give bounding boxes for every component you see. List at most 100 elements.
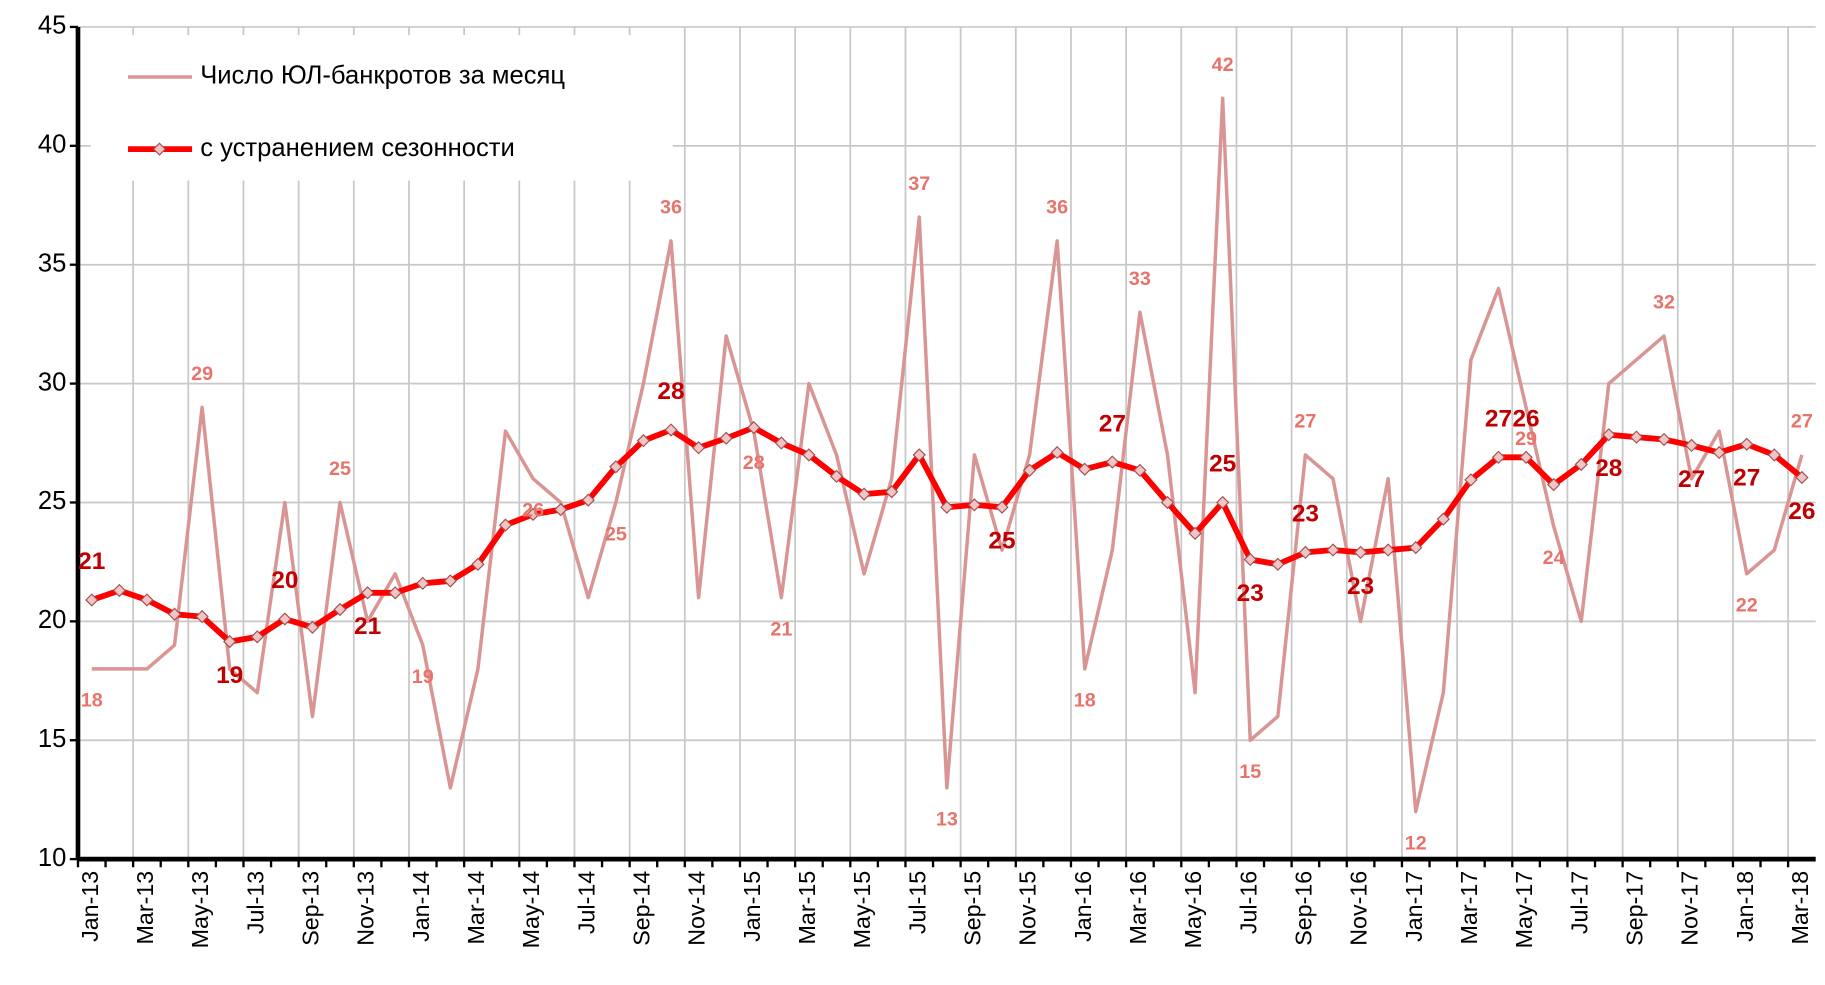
marker bbox=[885, 485, 899, 499]
raw-data-label: 25 bbox=[605, 523, 627, 545]
marker bbox=[1491, 450, 1506, 464]
marker bbox=[498, 518, 513, 532]
marker bbox=[443, 574, 457, 588]
marker bbox=[195, 609, 209, 624]
marker bbox=[995, 500, 1009, 514]
raw-data-label: 27 bbox=[1294, 411, 1316, 433]
x-tick-label: Jan-17 bbox=[1401, 871, 1427, 942]
marker bbox=[1547, 478, 1561, 492]
x-tick-label: May-17 bbox=[1511, 871, 1537, 949]
raw-data-label: 15 bbox=[1239, 761, 1261, 783]
marker bbox=[747, 420, 761, 435]
marker bbox=[1740, 437, 1754, 451]
x-tick-label: Mar-15 bbox=[794, 871, 820, 945]
x-tick-label: Nov-16 bbox=[1346, 871, 1372, 946]
sa-data-label: 27 bbox=[1678, 466, 1705, 493]
marker bbox=[940, 500, 954, 514]
raw-data-label: 18 bbox=[81, 690, 103, 712]
marker bbox=[774, 436, 788, 450]
x-tick-label: Sep-15 bbox=[960, 871, 986, 946]
x-tick-label: Sep-14 bbox=[629, 871, 655, 946]
raw-data-label: 28 bbox=[743, 452, 765, 474]
sa-data-label: 21 bbox=[78, 548, 105, 575]
y-tick-label: 15 bbox=[38, 725, 66, 753]
x-tick-label: May-13 bbox=[187, 871, 213, 949]
raw-data-label: 25 bbox=[329, 458, 351, 480]
raw-data-label: 36 bbox=[660, 197, 682, 219]
x-tick-label: May-15 bbox=[849, 871, 875, 949]
marker bbox=[1216, 495, 1230, 510]
raw-data-label: 32 bbox=[1653, 292, 1675, 314]
marker bbox=[802, 448, 816, 462]
legend-box bbox=[90, 35, 673, 181]
marker bbox=[388, 586, 402, 600]
marker bbox=[1602, 428, 1616, 442]
marker bbox=[85, 593, 99, 607]
marker bbox=[1022, 463, 1037, 478]
marker bbox=[664, 423, 678, 437]
marker bbox=[360, 586, 375, 600]
marker bbox=[1574, 457, 1588, 472]
raw-data-label: 33 bbox=[1129, 268, 1151, 290]
marker bbox=[581, 493, 595, 507]
x-tick-label: Jan-15 bbox=[739, 871, 765, 942]
legend-marker bbox=[152, 142, 167, 156]
marker bbox=[223, 634, 237, 649]
x-tick-label: Mar-17 bbox=[1456, 871, 1482, 945]
raw-data-label: 29 bbox=[191, 363, 213, 385]
marker bbox=[857, 487, 871, 501]
marker bbox=[554, 502, 568, 517]
raw-data-label: 29 bbox=[1515, 428, 1537, 450]
marker bbox=[112, 583, 126, 598]
sa-data-label: 25 bbox=[988, 528, 1015, 555]
sa-data-label: 23 bbox=[1347, 573, 1374, 600]
y-tick-label: 35 bbox=[38, 249, 66, 277]
marker bbox=[250, 630, 264, 644]
sa-data-label: 25 bbox=[1209, 451, 1236, 478]
marker bbox=[829, 469, 844, 483]
x-tick-label: Jan-18 bbox=[1732, 871, 1758, 942]
sa-data-label: 27 bbox=[1099, 410, 1126, 437]
marker bbox=[1795, 470, 1809, 485]
raw-data-label: 42 bbox=[1212, 54, 1234, 76]
sa-data-label: 28 bbox=[1595, 455, 1622, 482]
sa-data-label: 27 bbox=[1733, 465, 1760, 492]
sa-data-label: 21 bbox=[354, 613, 381, 640]
raw-line bbox=[91, 96, 1804, 814]
marker bbox=[1767, 448, 1781, 462]
x-tick-label: Jan-13 bbox=[77, 871, 103, 942]
marker bbox=[609, 460, 623, 474]
marker bbox=[1133, 463, 1147, 478]
marker bbox=[1188, 526, 1202, 541]
x-tick-label: Nov-17 bbox=[1677, 871, 1703, 946]
x-tick-label: May-16 bbox=[1180, 871, 1206, 949]
x-tick-label: Jan-16 bbox=[1070, 871, 1096, 942]
x-tick-label: Jan-14 bbox=[408, 871, 434, 942]
raw-data-label: 13 bbox=[936, 809, 958, 831]
marker bbox=[912, 448, 926, 462]
x-tick-label: Mar-18 bbox=[1787, 871, 1813, 945]
marker bbox=[1326, 543, 1340, 557]
raw-data-label: 22 bbox=[1736, 595, 1758, 617]
sa-data-label: 26 bbox=[1788, 498, 1815, 525]
marker bbox=[1298, 545, 1313, 560]
x-tick-label: Nov-15 bbox=[1015, 871, 1041, 946]
sa-data-label: 28 bbox=[657, 378, 684, 405]
y-tick-label: 25 bbox=[38, 487, 66, 515]
x-tick-label: Mar-14 bbox=[463, 871, 489, 945]
x-tick-label: Jul-16 bbox=[1235, 871, 1261, 934]
x-tick-label: Sep-17 bbox=[1622, 871, 1648, 946]
legend-label: с устранением сезонности bbox=[200, 134, 515, 162]
sa-data-label: 23 bbox=[1292, 501, 1319, 528]
sa-data-label: 23 bbox=[1237, 580, 1264, 607]
raw-data-label: 21 bbox=[770, 618, 792, 640]
x-tick-label: Mar-16 bbox=[1125, 871, 1151, 945]
x-tick-label: Nov-13 bbox=[353, 871, 379, 946]
marker bbox=[1078, 462, 1092, 476]
marker bbox=[1409, 541, 1423, 555]
raw-data-label: 36 bbox=[1046, 197, 1068, 219]
raw-data-label: 24 bbox=[1543, 547, 1565, 569]
marker bbox=[1353, 545, 1368, 560]
x-tick-label: Sep-13 bbox=[298, 871, 324, 946]
marker bbox=[1712, 445, 1726, 460]
